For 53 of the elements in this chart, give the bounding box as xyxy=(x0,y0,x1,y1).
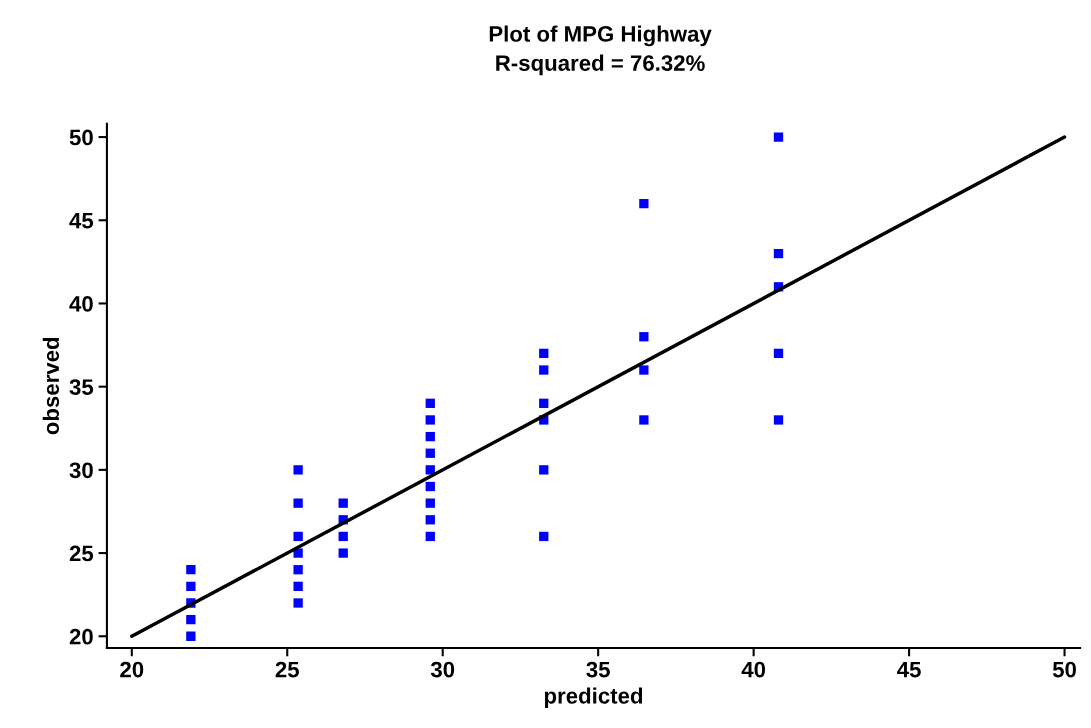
point xyxy=(639,198,649,209)
point xyxy=(539,398,549,408)
y-tick-label: 45 xyxy=(69,213,94,229)
point xyxy=(293,581,303,592)
point xyxy=(293,498,303,508)
point xyxy=(425,398,435,408)
point xyxy=(293,565,303,575)
chart-subtitle: R-squared = 76.32% xyxy=(496,54,705,76)
y-tick-label: 50 xyxy=(69,129,93,146)
point xyxy=(425,531,435,542)
x-tick-label: 50 xyxy=(1052,661,1076,678)
x-tick-label: 45 xyxy=(897,661,921,678)
x-tick-label: 30 xyxy=(430,661,455,678)
point xyxy=(293,598,303,608)
point xyxy=(773,348,784,359)
y-tick-label: 25 xyxy=(69,545,94,562)
point xyxy=(293,465,303,475)
point xyxy=(639,365,649,375)
point xyxy=(425,515,435,525)
point xyxy=(338,531,348,542)
point xyxy=(539,348,549,359)
point xyxy=(425,498,435,508)
point xyxy=(293,531,303,542)
y-tick-label: 35 xyxy=(69,379,94,395)
x-tick-label: 40 xyxy=(741,661,766,678)
point xyxy=(773,132,784,142)
point xyxy=(425,448,435,458)
point xyxy=(425,465,435,475)
point xyxy=(539,465,549,475)
point xyxy=(186,631,196,641)
x-tick-label: 35 xyxy=(586,661,610,678)
point xyxy=(539,531,549,542)
point xyxy=(338,548,348,558)
point xyxy=(773,248,784,259)
point xyxy=(425,481,435,492)
point xyxy=(338,498,348,508)
point xyxy=(425,431,435,442)
y-tick-label: 30 xyxy=(69,462,93,479)
point xyxy=(186,614,196,625)
point xyxy=(639,332,649,342)
point xyxy=(425,415,435,425)
point xyxy=(539,365,549,375)
y-tick-label: 40 xyxy=(69,296,93,312)
point xyxy=(639,415,649,425)
chart-title: Plot of MPG Highway xyxy=(489,25,712,47)
point xyxy=(773,415,784,425)
y-tick-label: 20 xyxy=(69,628,93,645)
x-axis-title: predicted xyxy=(544,687,643,709)
x-tick-label: 20 xyxy=(120,661,144,678)
x-tick-label: 25 xyxy=(275,661,299,678)
point xyxy=(186,581,196,592)
point xyxy=(186,565,196,575)
y-axis-title: observed xyxy=(42,337,60,435)
